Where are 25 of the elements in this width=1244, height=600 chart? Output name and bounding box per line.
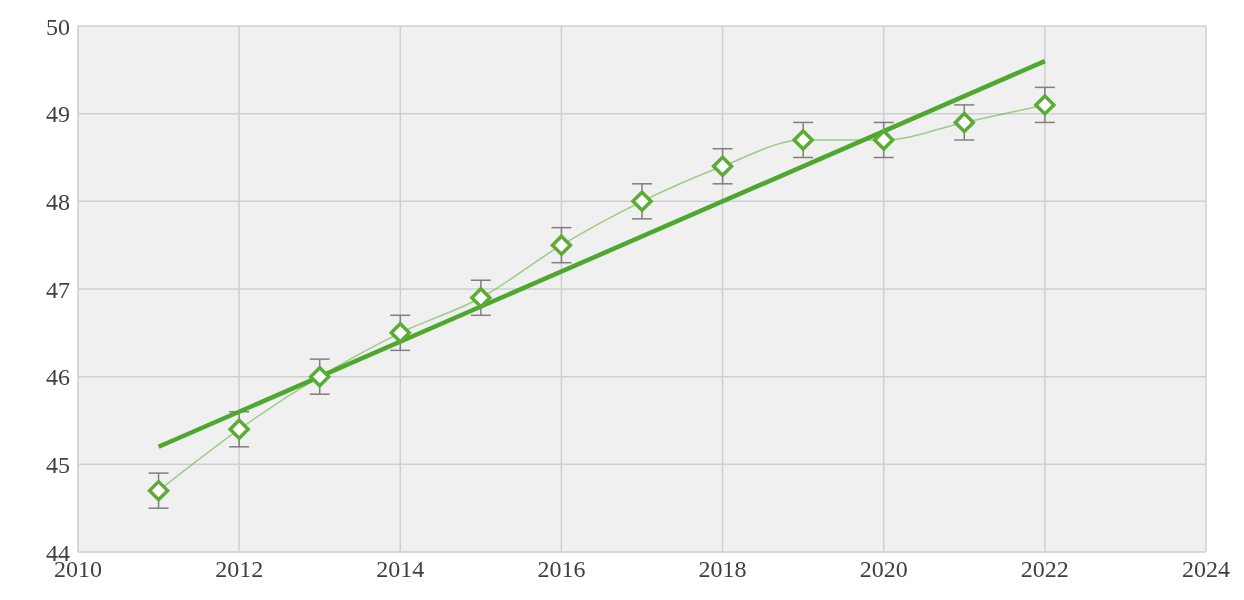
x-tick-label: 2020 bbox=[859, 556, 908, 583]
point bbox=[470, 287, 492, 309]
x-tick-label: 2024 bbox=[1182, 556, 1230, 583]
point bbox=[872, 129, 895, 151]
y-tick-label: 48 bbox=[46, 188, 70, 215]
x-tick-label: 2022 bbox=[1020, 556, 1069, 583]
point bbox=[228, 418, 250, 441]
point bbox=[792, 129, 814, 151]
point bbox=[631, 190, 653, 213]
x-tick-label: 2014 bbox=[376, 556, 425, 583]
point bbox=[711, 155, 734, 178]
x-tick-label: 2018 bbox=[698, 556, 747, 583]
x-tick-label: 2012 bbox=[215, 556, 264, 583]
point bbox=[550, 234, 573, 256]
y-tick-label: 45 bbox=[46, 451, 70, 478]
y-tick-label: 49 bbox=[46, 101, 70, 128]
y-tick-label: 46 bbox=[46, 364, 70, 391]
point bbox=[389, 322, 412, 344]
point bbox=[1034, 94, 1056, 116]
x-tick-label: 2016 bbox=[537, 556, 586, 583]
point bbox=[953, 111, 976, 134]
point bbox=[308, 365, 331, 388]
point bbox=[147, 479, 170, 502]
y-tick-label: 50 bbox=[46, 13, 70, 40]
y-tick-label: 47 bbox=[46, 276, 70, 303]
